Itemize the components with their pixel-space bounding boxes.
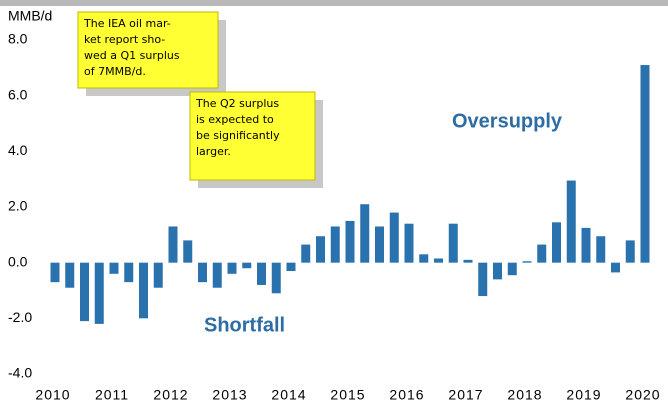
bar bbox=[257, 262, 266, 285]
bar bbox=[286, 262, 296, 272]
bar bbox=[50, 262, 60, 283]
bar bbox=[330, 226, 340, 263]
x-tick-label: 2017 bbox=[448, 387, 483, 403]
bar bbox=[522, 261, 532, 263]
x-tick-label: 2016 bbox=[389, 387, 424, 403]
note-text: wed a Q1 surplus bbox=[84, 49, 180, 62]
y-tick-label: 4.0 bbox=[8, 142, 28, 158]
bar bbox=[611, 262, 620, 273]
bar bbox=[242, 262, 252, 269]
bar bbox=[566, 180, 576, 263]
bar bbox=[227, 262, 237, 274]
bar bbox=[507, 262, 517, 276]
x-tick-label: 2013 bbox=[212, 387, 247, 403]
bar bbox=[389, 212, 399, 263]
region-label: Shortfall bbox=[204, 314, 285, 336]
note-box bbox=[77, 11, 219, 89]
bar bbox=[183, 240, 193, 263]
note-text: The Q2 surplus bbox=[195, 97, 279, 110]
y-tick-label: 6.0 bbox=[8, 86, 28, 102]
bar bbox=[316, 236, 325, 263]
bar bbox=[640, 65, 650, 263]
note-text: ket report sho- bbox=[84, 33, 165, 46]
y-tick-label: 8.0 bbox=[8, 31, 28, 47]
note-text: is expected to bbox=[196, 113, 274, 126]
bar bbox=[139, 262, 148, 319]
note-text: be significantly bbox=[196, 129, 280, 142]
bar bbox=[168, 226, 178, 263]
bar bbox=[552, 222, 561, 263]
y-tick-label: 0.0 bbox=[8, 253, 28, 269]
y-axis-label: MMB/d bbox=[8, 8, 52, 24]
y-tick-label: 2.0 bbox=[8, 198, 28, 214]
bar bbox=[301, 244, 311, 263]
bar bbox=[124, 262, 134, 283]
bar bbox=[596, 236, 606, 263]
x-tick-label: 2010 bbox=[35, 387, 70, 403]
bar bbox=[478, 262, 488, 297]
bar bbox=[581, 227, 591, 263]
x-tick-label: 2015 bbox=[330, 387, 365, 403]
bar bbox=[345, 220, 355, 263]
bar bbox=[360, 204, 370, 263]
y-tick-label: -4.0 bbox=[8, 365, 32, 381]
bar bbox=[463, 259, 473, 263]
y-tick-label: -2.0 bbox=[8, 309, 32, 325]
bar bbox=[271, 262, 281, 294]
bar bbox=[537, 244, 547, 263]
bar bbox=[109, 262, 119, 274]
region-label: Oversupply bbox=[452, 110, 563, 132]
note-text: The IEA oil mar- bbox=[83, 17, 171, 30]
bar bbox=[80, 262, 89, 322]
x-tick-label: 2012 bbox=[153, 387, 188, 403]
x-tick-label: 2014 bbox=[271, 387, 306, 403]
note-text: larger. bbox=[196, 145, 231, 158]
x-tick-label: 2011 bbox=[95, 387, 129, 403]
bar bbox=[625, 240, 635, 263]
note-text: of 7MMB/d. bbox=[84, 65, 146, 78]
bar bbox=[153, 262, 163, 288]
bar bbox=[198, 262, 207, 283]
x-tick-label: 2020 bbox=[625, 387, 660, 403]
bar bbox=[404, 223, 414, 263]
x-tick-label: 2019 bbox=[566, 387, 601, 403]
bar bbox=[493, 262, 502, 280]
bar bbox=[65, 262, 75, 288]
bar bbox=[434, 258, 443, 263]
bar bbox=[419, 254, 429, 263]
note-box bbox=[189, 91, 316, 181]
bar bbox=[448, 223, 458, 263]
bar bbox=[375, 226, 384, 263]
x-tick-label: 2018 bbox=[507, 387, 542, 403]
bar bbox=[212, 262, 222, 288]
bar bbox=[94, 262, 104, 324]
header-strip bbox=[0, 0, 668, 6]
